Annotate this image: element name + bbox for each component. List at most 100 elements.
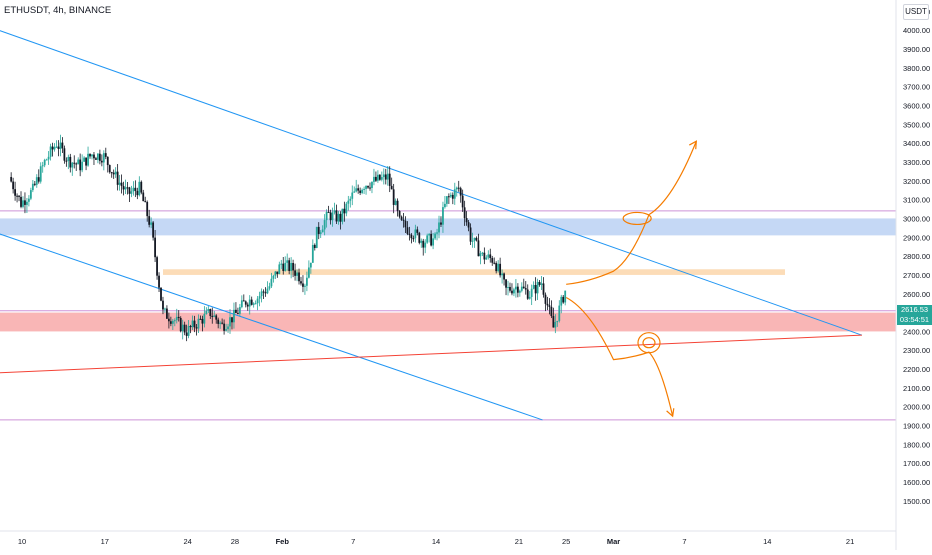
candle: [85, 157, 87, 171]
candle-body: [183, 324, 186, 333]
candle: [278, 261, 281, 275]
candle-body: [102, 153, 105, 163]
candle: [254, 300, 257, 305]
candle-body: [12, 181, 15, 190]
candle-body: [193, 320, 196, 328]
candle-body: [16, 195, 18, 197]
candle-body: [185, 332, 188, 336]
candle: [447, 193, 450, 204]
candle-body: [503, 273, 505, 280]
candle: [65, 157, 68, 167]
candle-body: [35, 177, 38, 185]
candle: [250, 296, 253, 306]
candle: [337, 210, 340, 225]
time-tick-label-7: 21: [515, 537, 523, 546]
candle: [430, 230, 433, 247]
candle: [497, 260, 500, 273]
candle: [98, 149, 101, 165]
candle: [148, 209, 151, 228]
candle: [215, 314, 218, 324]
candle-body: [469, 227, 472, 242]
candle: [268, 282, 271, 291]
candle-body: [351, 192, 354, 199]
candle-body: [81, 161, 84, 171]
candle-body: [262, 291, 265, 293]
candle: [35, 174, 38, 188]
candle: [89, 153, 91, 159]
candle: [499, 257, 502, 278]
candle: [286, 253, 289, 271]
candle-body: [71, 162, 74, 168]
candle-body: [398, 210, 401, 217]
candle-body: [142, 192, 145, 202]
candle-body: [197, 318, 200, 329]
candle-body: [307, 267, 310, 278]
candle-body: [100, 160, 103, 163]
candle: [108, 164, 111, 174]
candle-body: [444, 203, 446, 208]
candle-body: [233, 309, 235, 323]
candle: [556, 320, 559, 327]
candle: [402, 212, 405, 228]
candle-body: [43, 159, 46, 166]
candle: [469, 223, 472, 246]
candle: [475, 236, 478, 242]
candle-body: [453, 189, 456, 199]
support-zone: [0, 312, 896, 332]
candle: [177, 310, 180, 322]
candle: [410, 233, 413, 244]
candle-body: [323, 220, 326, 230]
currency-badge[interactable]: USDT: [903, 4, 929, 20]
price-tick-label-8: 3300.00: [903, 158, 930, 167]
candle-body: [108, 165, 111, 173]
candle: [187, 320, 190, 339]
candle: [434, 232, 436, 240]
candle-body: [53, 146, 56, 150]
candle-body: [258, 296, 261, 299]
candle: [511, 283, 513, 296]
candle: [538, 280, 541, 287]
projection-layer: [565, 140, 697, 418]
price-tick-label-15: 2600.00: [903, 290, 930, 299]
candle-body: [256, 298, 259, 304]
candle: [562, 294, 565, 304]
candle: [280, 259, 283, 270]
candle-body: [532, 284, 535, 289]
candle: [479, 250, 482, 265]
candle-body: [327, 211, 330, 213]
candle-body: [156, 257, 158, 276]
candle-body: [309, 262, 312, 268]
candle: [321, 225, 324, 233]
candle-body: [552, 316, 555, 328]
candle: [361, 188, 364, 195]
candle: [524, 281, 527, 295]
pivot-zone: [163, 269, 785, 275]
candle: [560, 294, 563, 314]
candle: [483, 247, 486, 265]
candle-body: [554, 322, 557, 328]
price-tick-label-24: 1700.00: [903, 459, 930, 468]
candle: [477, 233, 480, 257]
candle-body: [530, 288, 533, 297]
candle: [426, 233, 429, 244]
candle: [73, 155, 76, 169]
candle-body: [509, 286, 511, 291]
candle: [416, 226, 419, 236]
candle-body: [33, 183, 36, 185]
time-tick-label-9: Mar: [607, 537, 620, 546]
candle-body: [77, 159, 80, 165]
candle: [436, 228, 438, 241]
candle: [158, 272, 160, 292]
candle-body: [110, 172, 113, 174]
candle-body: [10, 177, 13, 182]
candle-body: [518, 290, 521, 293]
candle-body: [240, 300, 243, 308]
candle-body: [75, 163, 78, 165]
time-tick-label-4: Feb: [276, 537, 290, 546]
candle-body: [400, 216, 403, 220]
time-tick-label-11: 14: [763, 537, 771, 546]
candle: [390, 177, 393, 190]
candle: [156, 255, 158, 280]
